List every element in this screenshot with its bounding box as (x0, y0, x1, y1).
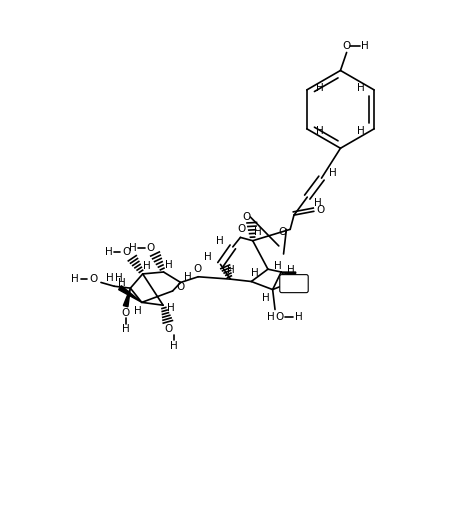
Text: H: H (267, 311, 275, 322)
Text: O: O (315, 205, 324, 215)
Text: H: H (115, 273, 123, 283)
Text: O: O (193, 264, 201, 274)
Text: H: H (273, 261, 281, 271)
Text: H: H (357, 82, 365, 92)
Text: O: O (242, 212, 250, 222)
Text: H: H (118, 278, 126, 289)
Text: H: H (315, 82, 323, 92)
Text: O: O (121, 308, 129, 318)
Text: H: H (167, 303, 174, 312)
Text: O: O (275, 311, 283, 322)
Text: H: H (165, 260, 173, 270)
Text: H: H (251, 268, 258, 278)
Text: H: H (169, 340, 177, 351)
Text: H: H (261, 293, 269, 303)
FancyBboxPatch shape (279, 275, 307, 293)
Text: H: H (71, 274, 79, 284)
Text: H: H (294, 311, 302, 322)
Text: O: O (122, 246, 130, 257)
Text: O: O (278, 227, 286, 237)
Text: H: H (121, 324, 129, 334)
Text: H: H (357, 126, 365, 136)
Text: H: H (104, 246, 112, 257)
Text: H: H (286, 265, 294, 275)
Text: H: H (142, 261, 150, 271)
Text: H: H (253, 227, 261, 237)
Text: Abs: Abs (285, 279, 302, 288)
Text: H: H (129, 243, 136, 253)
Text: H: H (313, 198, 321, 208)
Text: H: H (204, 252, 211, 262)
Text: H: H (360, 41, 368, 51)
Text: H: H (215, 236, 223, 246)
Text: O: O (342, 41, 350, 51)
Text: O: O (146, 243, 154, 253)
Text: H: H (105, 273, 113, 283)
Text: H: H (315, 126, 323, 136)
Text: O: O (164, 324, 173, 334)
Polygon shape (123, 288, 130, 307)
Text: O: O (237, 225, 245, 234)
Text: O: O (176, 282, 184, 292)
Text: H: H (184, 272, 192, 282)
Text: H: H (329, 168, 337, 178)
Text: O: O (89, 274, 98, 284)
Text: H: H (134, 306, 141, 316)
Polygon shape (280, 272, 295, 277)
Polygon shape (119, 285, 141, 302)
Text: H: H (226, 265, 234, 275)
